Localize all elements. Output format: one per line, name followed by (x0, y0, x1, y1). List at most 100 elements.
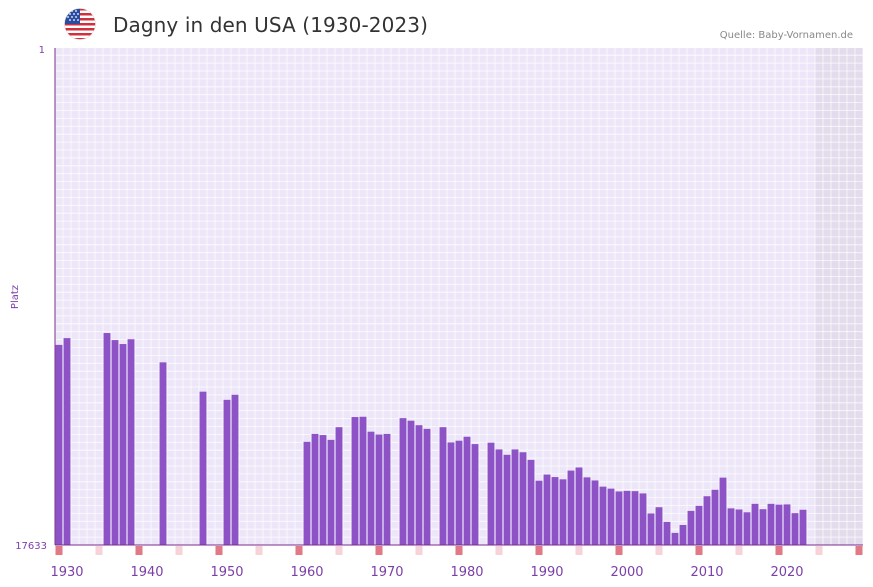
bar-1990[interactable] (543, 474, 551, 545)
decade-marker (535, 546, 543, 555)
bar-1980[interactable] (463, 436, 471, 545)
bar-2000[interactable] (623, 490, 631, 545)
bar-1977[interactable] (439, 427, 447, 545)
bar-2022[interactable] (799, 509, 807, 545)
bar-1930[interactable] (63, 338, 71, 545)
bar-1950[interactable] (223, 399, 231, 545)
bar-2016[interactable] (751, 503, 759, 545)
decade-marker (135, 546, 143, 555)
bar-1960[interactable] (303, 441, 311, 545)
bar-2002[interactable] (639, 493, 647, 545)
bar-2001[interactable] (631, 491, 639, 545)
bar-1979[interactable] (455, 440, 463, 545)
decade-marker (55, 546, 63, 555)
bar-1999[interactable] (615, 491, 623, 545)
x-tick-label: 1950 (210, 565, 243, 580)
bar-1963[interactable] (327, 439, 335, 545)
bar-2012[interactable] (719, 477, 727, 545)
x-tick-label: 1990 (530, 565, 563, 580)
bar-2008[interactable] (687, 510, 695, 545)
bar-1935[interactable] (103, 333, 111, 545)
bar-2017[interactable] (759, 509, 767, 545)
bar-1996[interactable] (591, 480, 599, 545)
bar-1975[interactable] (423, 428, 431, 545)
half-decade-marker (815, 546, 823, 555)
decade-marker (855, 546, 863, 555)
bar-1974[interactable] (415, 425, 423, 545)
bar-1961[interactable] (311, 433, 319, 545)
bar-1966[interactable] (351, 417, 359, 545)
bar-1981[interactable] (471, 444, 479, 545)
bar-1978[interactable] (447, 442, 455, 545)
bar-1947[interactable] (199, 391, 207, 545)
x-tick-label: 1930 (50, 565, 83, 580)
bar-2015[interactable] (743, 512, 751, 545)
bar-1986[interactable] (511, 449, 519, 545)
decade-marker (775, 546, 783, 555)
bar-1998[interactable] (607, 488, 615, 545)
bar-1987[interactable] (519, 452, 527, 545)
x-tick-label: 2010 (690, 565, 723, 580)
half-decade-marker (735, 546, 743, 555)
bar-2018[interactable] (767, 503, 775, 545)
bar-2007[interactable] (679, 524, 687, 545)
bar-1962[interactable] (319, 435, 327, 545)
half-decade-marker (655, 546, 663, 555)
bar-1967[interactable] (359, 416, 367, 545)
x-tick-label: 1960 (290, 565, 323, 580)
bar-1973[interactable] (407, 420, 415, 545)
bar-2004[interactable] (655, 507, 663, 545)
decade-marker (375, 546, 383, 555)
decade-marker (615, 546, 623, 555)
bar-1964[interactable] (335, 427, 343, 545)
bar-2019[interactable] (775, 504, 783, 545)
bar-1995[interactable] (583, 477, 591, 545)
bar-1992[interactable] (559, 479, 567, 545)
bar-1942[interactable] (159, 362, 167, 545)
half-decade-marker (415, 546, 423, 555)
bar-1936[interactable] (111, 340, 119, 545)
x-tick-label: 2000 (610, 565, 643, 580)
bar-1994[interactable] (575, 467, 583, 545)
bar-1984[interactable] (495, 449, 503, 545)
bar-1968[interactable] (367, 431, 375, 545)
bar-1951[interactable] (231, 394, 239, 545)
bar-2009[interactable] (695, 505, 703, 545)
decade-marker (295, 546, 303, 555)
source-credit: Quelle: Baby-Vornamen.de (719, 30, 853, 41)
decade-marker (215, 546, 223, 555)
bar-1970[interactable] (383, 433, 391, 545)
bar-1938[interactable] (127, 339, 135, 545)
bar-1937[interactable] (119, 344, 127, 545)
bar-1983[interactable] (487, 442, 495, 545)
half-decade-marker (255, 546, 263, 555)
bar-2011[interactable] (711, 489, 719, 545)
bar-2020[interactable] (783, 504, 791, 545)
bar-1969[interactable] (375, 434, 383, 545)
half-decade-marker (575, 546, 583, 555)
bar-1991[interactable] (551, 477, 559, 545)
y-axis-label: Platz (10, 285, 21, 309)
bar-1989[interactable] (535, 480, 543, 545)
chart-header: Dagny in den USA (1930-2023) Quelle: Bab… (0, 0, 873, 46)
bar-2005[interactable] (663, 521, 671, 545)
bar-2010[interactable] (703, 496, 711, 545)
bar-1929[interactable] (55, 344, 63, 545)
bar-2013[interactable] (727, 508, 735, 545)
x-tick-label: 2020 (770, 565, 803, 580)
bar-1993[interactable] (567, 470, 575, 545)
bar-2003[interactable] (647, 513, 655, 545)
us-flag-icon (64, 8, 96, 40)
bar-2021[interactable] (791, 513, 799, 545)
half-decade-marker (95, 546, 103, 555)
bar-2006[interactable] (671, 532, 679, 545)
decade-marker (455, 546, 463, 555)
y-tick-label-top: 1 (39, 45, 45, 56)
bar-1985[interactable] (503, 454, 511, 545)
bar-1988[interactable] (527, 459, 535, 545)
bar-2014[interactable] (735, 509, 743, 545)
chart-title: Dagny in den USA (1930-2023) (113, 13, 429, 37)
bar-1972[interactable] (399, 418, 407, 545)
bar-1997[interactable] (599, 486, 607, 545)
